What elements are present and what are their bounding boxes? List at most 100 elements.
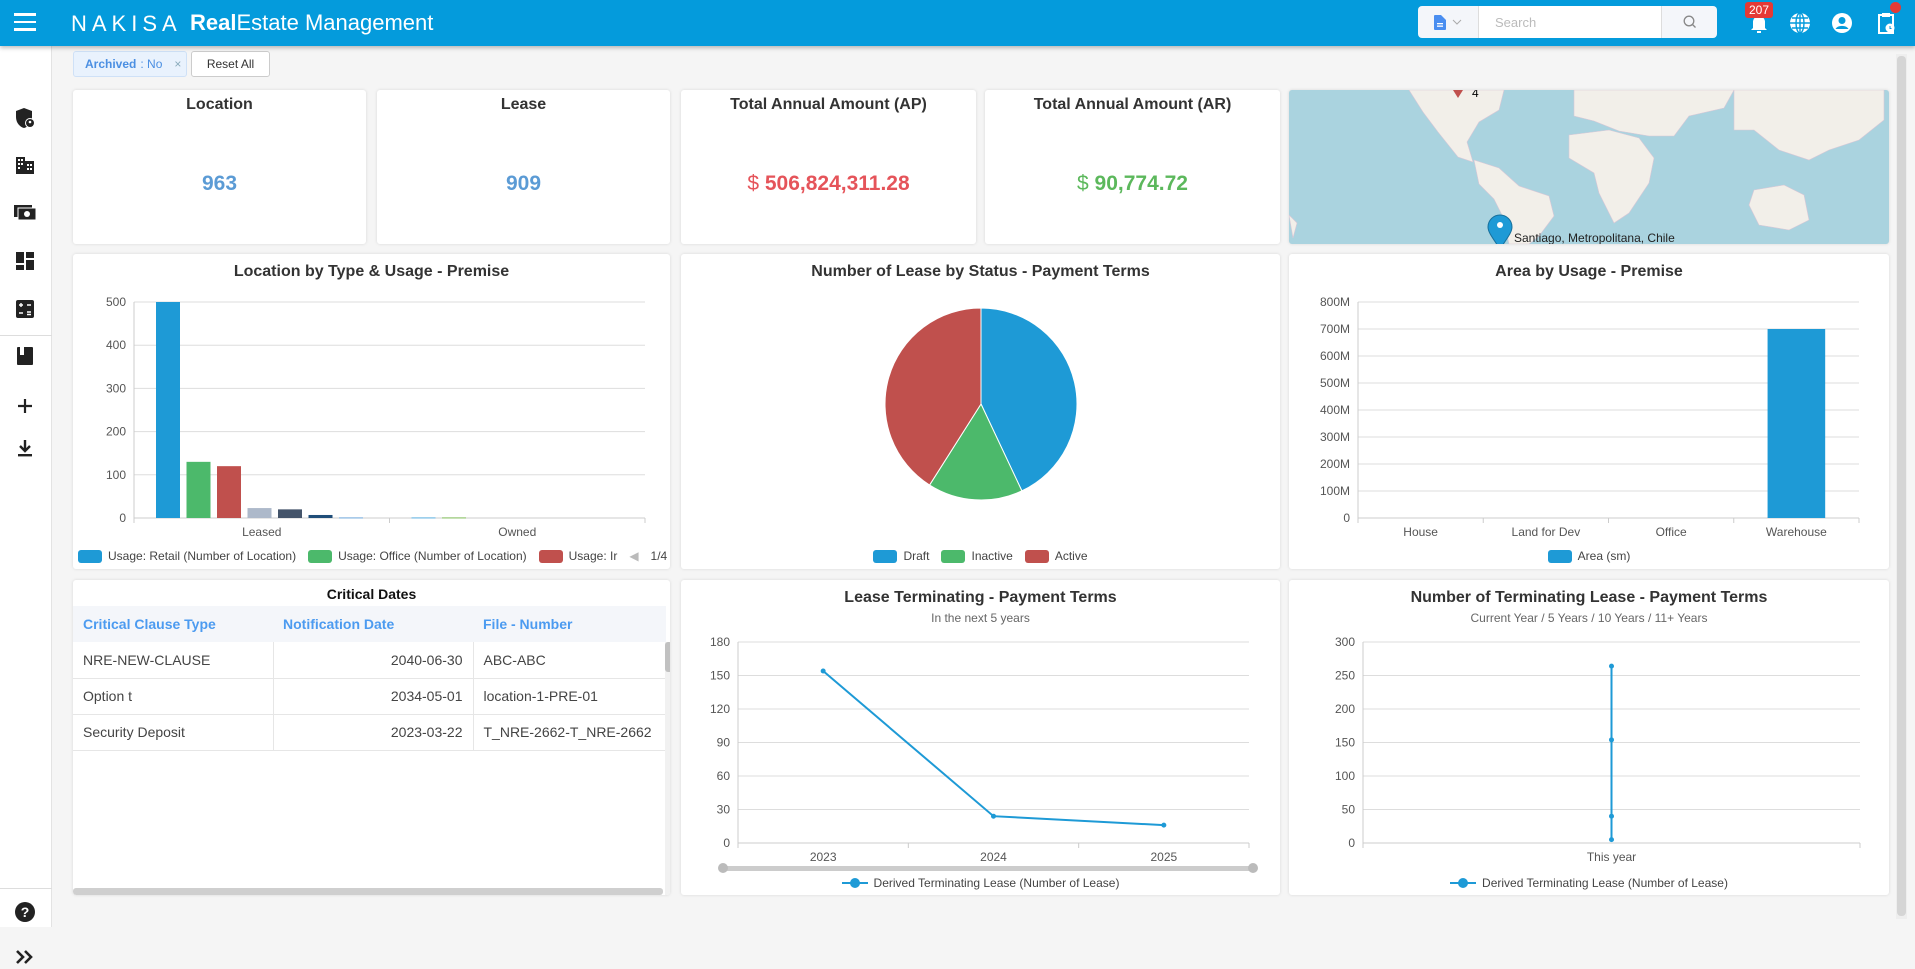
- clipboard-clock-icon[interactable]: [1874, 11, 1898, 35]
- table-vertical-scrollbar[interactable]: [665, 642, 670, 895]
- y-tick-label: 200: [1335, 702, 1355, 716]
- cell: 2040-06-30: [273, 642, 474, 679]
- x-tick-label: Leased: [242, 525, 281, 539]
- chart-title: Area by Usage - Premise: [1495, 263, 1683, 280]
- money-icon[interactable]: [12, 200, 38, 224]
- chart-legend: Derived Terminating Lease (Number of Lea…: [1289, 876, 1889, 890]
- kpi-value: 963: [201, 172, 238, 195]
- legend-page: 1/4: [650, 549, 668, 563]
- help-icon[interactable]: ?: [12, 900, 38, 924]
- dashboard-icon[interactable]: [12, 249, 38, 273]
- kpi-card-lease[interactable]: Lease 909: [377, 90, 670, 244]
- reset-all-button[interactable]: Reset All: [191, 51, 270, 77]
- cell: ABC-ABC: [473, 642, 666, 679]
- line-chart: 0 50 100 150 200 250 300 This year: [1335, 635, 1861, 864]
- menu-icon[interactable]: [14, 13, 36, 33]
- table-row[interactable]: NRE-NEW-CLAUSE 2040-06-30 ABC-ABC: [73, 642, 666, 679]
- data-point: [1609, 737, 1614, 743]
- legend-item[interactable]: Inactive: [941, 549, 1013, 563]
- kpi-value: 909: [505, 172, 542, 195]
- legend-item[interactable]: Active: [1024, 549, 1088, 563]
- table-row[interactable]: Option t 2034-05-01 location-1-PRE-01: [73, 678, 666, 715]
- y-tick-label: 200M: [1320, 457, 1350, 471]
- bell-icon[interactable]: [1747, 11, 1771, 35]
- y-tick-label: 200: [106, 425, 126, 439]
- shield-user-icon[interactable]: [12, 106, 38, 130]
- column-header[interactable]: File - Number: [473, 606, 666, 642]
- range-slider-handle[interactable]: [718, 863, 728, 873]
- bar: [156, 302, 180, 518]
- building-icon[interactable]: [12, 153, 38, 177]
- kpi-card-total-annual-ap[interactable]: Total Annual Amount (AP) $ 506,824,311.2…: [681, 90, 976, 244]
- x-tick-label: This year: [1587, 850, 1636, 864]
- search-type-dropdown[interactable]: [1418, 6, 1479, 38]
- table-horizontal-scrollbar[interactable]: [73, 888, 663, 895]
- column-header[interactable]: Notification Date: [273, 606, 473, 642]
- bar: [278, 509, 302, 518]
- y-tick-label: 400M: [1320, 403, 1350, 417]
- column-header[interactable]: Critical Clause Type: [73, 606, 273, 642]
- search-bar: [1418, 6, 1717, 38]
- x-tick-label: Owned: [498, 525, 536, 539]
- location-pin-icon[interactable]: [1487, 214, 1513, 244]
- range-slider-handle[interactable]: [1248, 863, 1258, 873]
- page-scrollbar[interactable]: [1896, 54, 1907, 919]
- panel-title: Critical Dates: [326, 586, 417, 602]
- data-point: [1161, 822, 1167, 828]
- cluster-count: 4: [1472, 90, 1479, 100]
- filter-key: Archived: [85, 57, 137, 71]
- legend-item[interactable]: Draft: [873, 549, 929, 563]
- y-tick-label: 150: [710, 669, 730, 683]
- y-tick-label: 50: [1342, 803, 1356, 817]
- bar: [308, 514, 333, 518]
- search-input[interactable]: [1479, 6, 1661, 38]
- legend-item[interactable]: Usage: Office (Number of Location): [308, 549, 527, 563]
- chevron-down-icon: [1452, 19, 1462, 25]
- chart-lease-terminating: Lease Terminating - Payment Terms In the…: [681, 580, 1280, 895]
- chart-legend: Area (sm): [1289, 549, 1889, 563]
- download-icon[interactable]: [12, 436, 38, 460]
- kpi-card-total-annual-ar[interactable]: Total Annual Amount (AR) $ 90,774.72: [985, 90, 1280, 244]
- bar: [339, 517, 363, 519]
- y-tick-label: 700M: [1320, 322, 1350, 336]
- location-map[interactable]: 4 Santiago, Metropolitana, Chile: [1289, 90, 1889, 244]
- y-tick-label: 500: [106, 295, 126, 309]
- kpi-title: Total Annual Amount (AP): [730, 96, 927, 113]
- y-tick-label: 250: [1335, 669, 1355, 683]
- legend-item[interactable]: Derived Terminating Lease (Number of Lea…: [841, 876, 1119, 890]
- globe-icon[interactable]: [1788, 11, 1812, 35]
- critical-dates-panel: Critical Dates Critical Clause Type Noti…: [73, 580, 670, 895]
- search-button[interactable]: [1661, 6, 1717, 38]
- range-slider-track: [723, 866, 1253, 871]
- plus-icon[interactable]: [12, 394, 38, 418]
- bar: [186, 461, 211, 518]
- legend-item[interactable]: Derived Terminating Lease (Number of Lea…: [1450, 876, 1728, 890]
- y-tick-label: 800M: [1320, 295, 1350, 309]
- legend-item[interactable]: Area (sm): [1547, 549, 1630, 563]
- y-tick-label: 100M: [1320, 484, 1350, 498]
- x-tick-label: 2025: [1150, 850, 1177, 864]
- kpi-value: $ 506,824,311.28: [747, 172, 910, 195]
- expand-icon[interactable]: [12, 945, 38, 969]
- chart-title: Number of Lease by Status - Payment Term…: [811, 263, 1150, 280]
- kpi-card-location[interactable]: Location 963: [73, 90, 366, 244]
- y-tick-label: 120: [710, 702, 730, 716]
- legend-item[interactable]: Usage: Retail (Number of Location): [78, 549, 296, 563]
- user-account-icon[interactable]: [1830, 11, 1854, 35]
- y-tick-label: 500M: [1320, 376, 1350, 390]
- book-icon[interactable]: [12, 344, 38, 368]
- calculator-icon[interactable]: [12, 297, 38, 321]
- world-map[interactable]: 4 Santiago, Metropolitana, Chile: [1289, 90, 1889, 244]
- close-icon[interactable]: ×: [174, 57, 182, 71]
- filter-value: : No: [140, 57, 163, 71]
- filter-chip-archived[interactable]: Archived: No ×: [73, 51, 187, 77]
- legend-item[interactable]: Usage: Ir: [538, 549, 617, 563]
- pie-slice: [980, 307, 1078, 492]
- critical-dates-table: Critical Clause Type Notification Date F…: [73, 606, 666, 751]
- chart-area-by-usage: Area by Usage - Premise 0 100M 200M 300M 400…: [1289, 254, 1889, 569]
- bar: [411, 517, 436, 519]
- table-row[interactable]: Security Deposit 2023-03-22 T_NRE-2662-T_N…: [73, 714, 666, 751]
- cell: location-1-PRE-01: [473, 678, 666, 715]
- app-title: RealEstate Management: [190, 10, 434, 35]
- legend-prev-icon[interactable]: ◀: [629, 549, 639, 563]
